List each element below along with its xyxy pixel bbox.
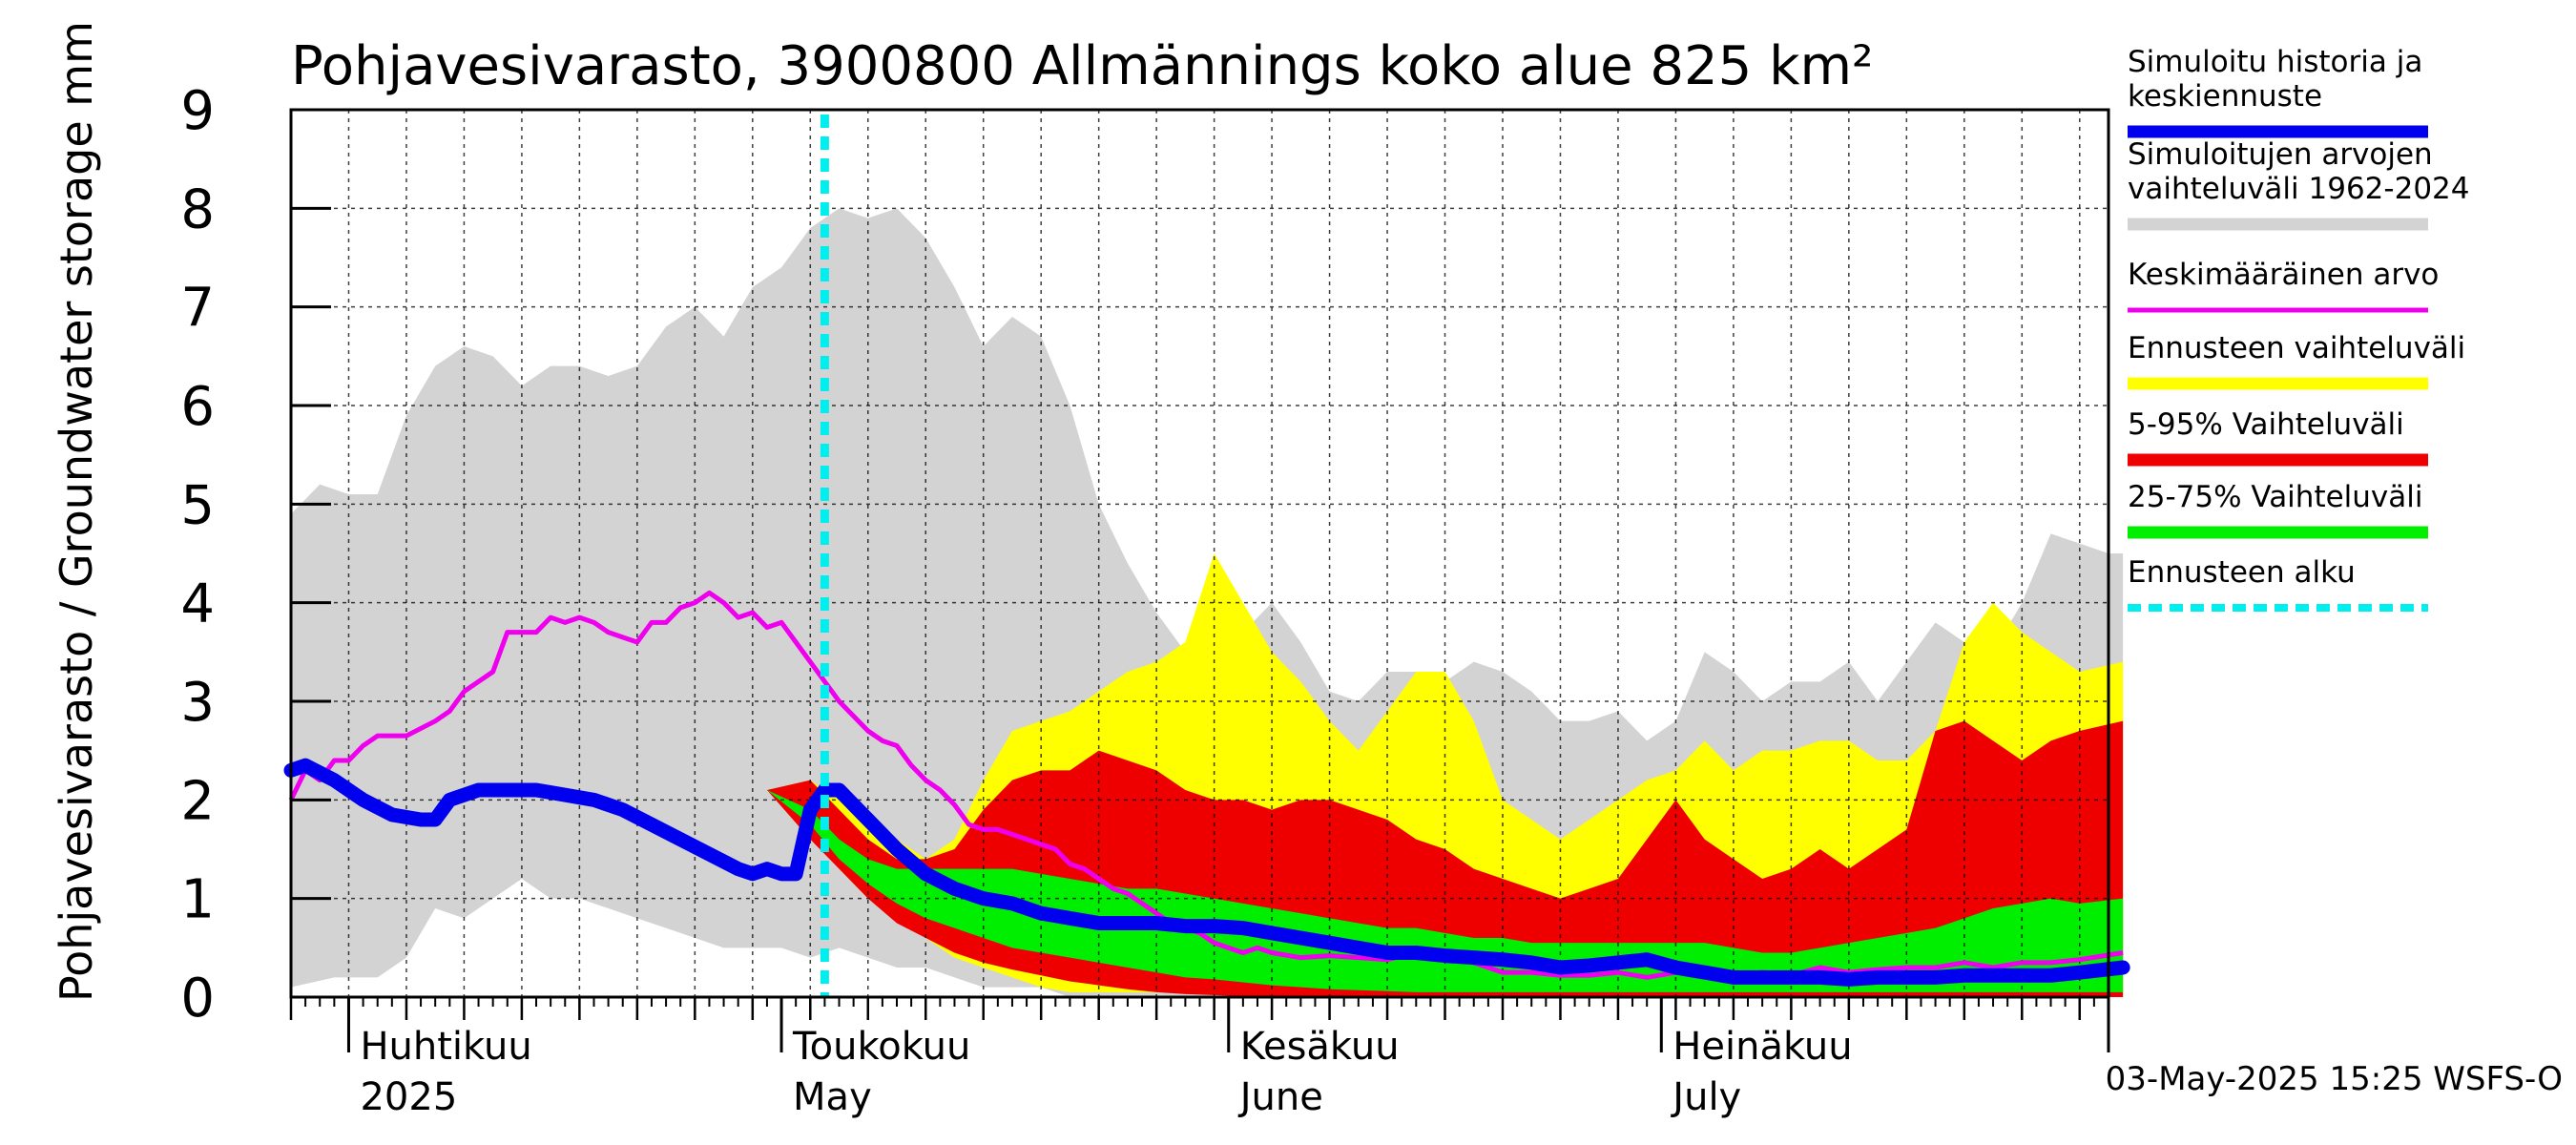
legend-label: vaihteluväli 1962-2024 [2128, 172, 2469, 206]
x-month-label: Kesäkuu [1240, 1025, 1400, 1069]
y-tick-label: 1 [180, 869, 215, 931]
y-axis-label: Pohjavesivarasto / Groundwater storage m… [51, 21, 102, 1002]
y-tick-label: 3 [180, 672, 215, 734]
legend-label: Ennusteen alku [2128, 555, 2356, 590]
y-tick-label: 9 [180, 80, 215, 142]
x-month-label-en: June [1237, 1075, 1323, 1119]
footer-timestamp: 03-May-2025 15:25 WSFS-O [2106, 1060, 2563, 1098]
x-month-label: Toukokuu [792, 1025, 970, 1069]
x-month-label-en: July [1670, 1075, 1741, 1119]
y-tick-label: 7 [180, 278, 215, 340]
chart-title: Pohjavesivarasto, 3900800 Allmännings ko… [291, 35, 1874, 97]
x-month-label-en: May [793, 1075, 872, 1119]
legend-label: 5-95% Vaihteluväli [2128, 407, 2404, 442]
x-month-label: Heinäkuu [1672, 1025, 1852, 1069]
x-month-label-en: 2025 [360, 1075, 457, 1119]
mean-line [288, 590, 2124, 980]
legend-label: keskiennuste [2128, 79, 2322, 114]
y-tick-label: 8 [180, 178, 215, 240]
median-line [283, 758, 2130, 987]
y-tick-label: 2 [180, 770, 215, 832]
y-tick-label: 0 [180, 968, 215, 1030]
y-tick-label: 5 [180, 474, 215, 536]
y-tick-label: 6 [180, 376, 215, 438]
legend-label: 25-75% Vaihteluväli [2128, 480, 2423, 514]
legend-label: Keskimääräinen arvo [2128, 258, 2439, 292]
y-tick-label: 4 [180, 573, 215, 635]
x-month-label: Huhtikuu [360, 1025, 531, 1069]
legend-label: Simuloitu historia ja [2128, 45, 2422, 79]
legend-label: Simuloitujen arvojen [2128, 137, 2433, 172]
p25-75-band [766, 790, 2124, 992]
y-axis: 0 1 2 3 4 5 6 7 8 9 [180, 80, 331, 1030]
legend-label: Ennusteen vaihteluväli [2128, 331, 2465, 365]
x-axis: Huhtikuu 2025 Toukokuu May Kesäkuu June Heinäk… [289, 997, 2110, 1119]
plot-area [283, 108, 2130, 999]
